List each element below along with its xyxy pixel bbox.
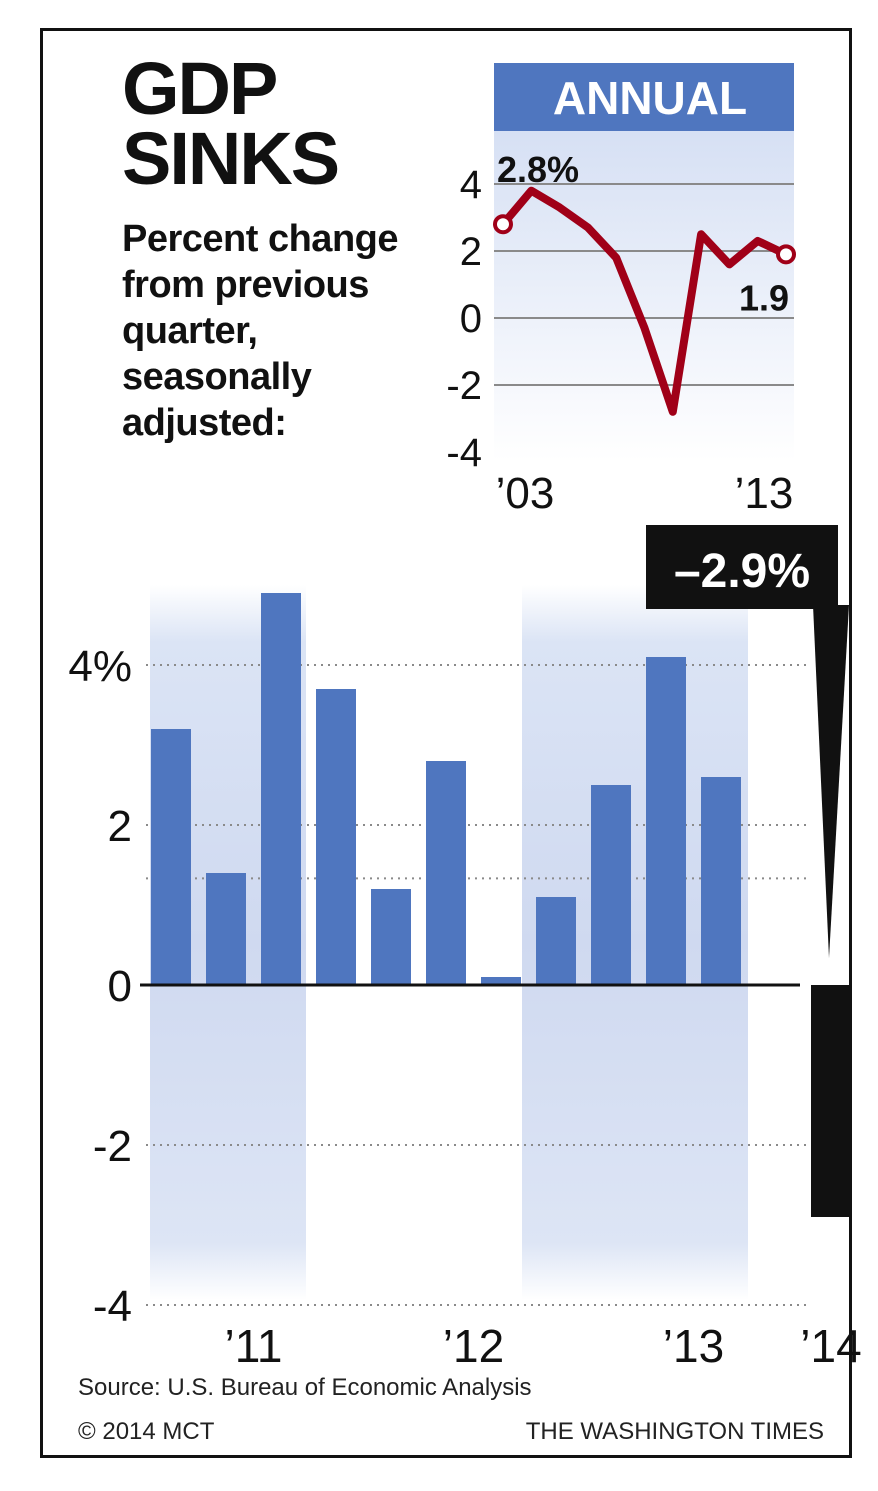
bar-y-tick-label: 0: [108, 962, 132, 1011]
highlight-callout: –2.9%: [646, 525, 849, 958]
bar: [811, 985, 851, 1217]
callout-pointer: [813, 605, 849, 958]
bar-y-tick-label: 2: [108, 802, 132, 851]
bar: [261, 593, 301, 985]
publisher-name: THE WASHINGTON TIMES: [525, 1418, 824, 1445]
bar-y-tick-label: 4%: [68, 642, 132, 691]
bar: [481, 977, 521, 985]
bar-y-tick-label: -2: [93, 1122, 132, 1171]
bar-year-label: ’11: [225, 1320, 283, 1372]
bar-year-label: ’13: [663, 1320, 724, 1372]
bar-year-label: ’12: [443, 1320, 504, 1372]
annual-y-tick-label: -2: [446, 364, 482, 408]
source-note: Source: U.S. Bureau of Economic Analysis: [78, 1374, 532, 1401]
annual-y-tick-label: 2: [460, 230, 482, 274]
headline: GDP SINKS: [122, 47, 340, 200]
annual-annotation: 2.8%: [497, 149, 579, 190]
annual-title: ANNUAL: [553, 72, 747, 124]
bar: [646, 657, 686, 985]
headline-line-2: SINKS: [122, 117, 340, 200]
annual-endpoint-marker: [776, 244, 796, 265]
annual-y-tick-label: -4: [446, 431, 482, 475]
bar: [591, 785, 631, 985]
annual-plot-background: [494, 131, 794, 461]
subtitle: Percent change from previous quarter, se…: [122, 218, 399, 444]
copyright-credit: © 2014 MCT: [78, 1418, 215, 1445]
bar-y-tick-label: -4: [93, 1282, 132, 1331]
annual-y-tick-label: 0: [460, 297, 482, 341]
bar: [371, 889, 411, 985]
bar: [536, 897, 576, 985]
bar: [206, 873, 246, 985]
annual-line-chart: ANNUAL 4 2 0 -2 -4 ’03 ’13 2.8% 1.9: [446, 63, 796, 518]
annual-header: [494, 63, 794, 131]
headline-line-1: GDP: [122, 47, 278, 130]
bar: [151, 729, 191, 985]
bar: [426, 761, 466, 985]
annual-x-tick-label: ’13: [735, 469, 794, 518]
callout-label: –2.9%: [674, 545, 810, 598]
bar: [701, 777, 741, 985]
annual-x-tick-label: ’03: [496, 469, 555, 518]
annual-series-line: [499, 186, 790, 416]
quarterly-bar-chart: 4% 2 0 -2 -4 ’11 ’12 ’13 ’14 –2.9%: [68, 525, 862, 1372]
bar: [316, 689, 356, 985]
annual-endpoint-marker: [493, 214, 513, 235]
bar-year-label: ’14: [800, 1320, 861, 1372]
annual-y-tick-label: 4: [460, 163, 482, 207]
annual-annotation: 1.9: [739, 277, 789, 318]
callout-box: [646, 525, 838, 609]
